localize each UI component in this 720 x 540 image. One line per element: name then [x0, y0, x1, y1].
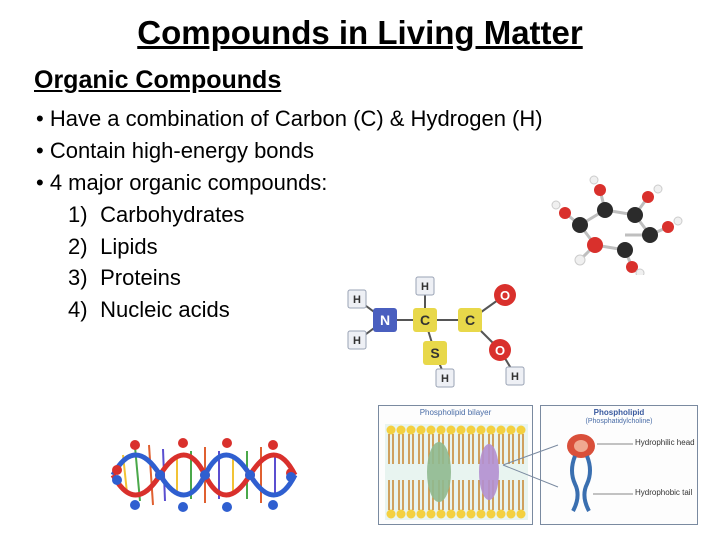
molecule-3d-diagram: [540, 165, 690, 275]
hydrophilic-head-label: Hydrophilic head: [635, 438, 695, 447]
svg-text:C: C: [465, 312, 475, 328]
slide-subtitle: Organic Compounds: [34, 66, 686, 95]
bullet-item: • Contain high-energy bonds: [36, 135, 686, 167]
bullet-text: Contain high-energy bonds: [50, 138, 314, 163]
svg-text:C: C: [420, 312, 430, 328]
svg-text:H: H: [353, 335, 361, 347]
svg-text:H: H: [441, 373, 449, 385]
svg-text:O: O: [495, 343, 505, 358]
slide-title: Compounds in Living Matter: [34, 14, 686, 52]
connector-line-icon: [498, 435, 568, 495]
svg-text:N: N: [380, 312, 390, 328]
bullet-text: Have a combination of Carbon (C) & Hydro…: [50, 106, 543, 131]
item-number: 1): [68, 199, 94, 231]
item-text: Carbohydrates: [100, 202, 244, 227]
svg-text:H: H: [511, 371, 519, 383]
dna-helix-diagram: [105, 425, 300, 530]
svg-text:H: H: [353, 294, 361, 306]
svg-text:S: S: [430, 345, 439, 361]
item-number: 3): [68, 262, 94, 294]
item-text: Lipids: [100, 234, 157, 259]
item-number: 2): [68, 231, 94, 263]
hydrophobic-tail-label: Hydrophobic tail: [635, 488, 692, 497]
item-text: Nucleic acids: [100, 297, 230, 322]
structural-formula-diagram: N C C S O O H H H H H: [330, 275, 545, 390]
svg-text:O: O: [500, 288, 510, 303]
svg-text:H: H: [421, 281, 429, 293]
item-text: Proteins: [100, 265, 181, 290]
bullet-text: 4 major organic compounds:: [50, 170, 328, 195]
item-number: 4): [68, 294, 94, 326]
bullet-item: • Have a combination of Carbon (C) & Hyd…: [36, 103, 686, 135]
